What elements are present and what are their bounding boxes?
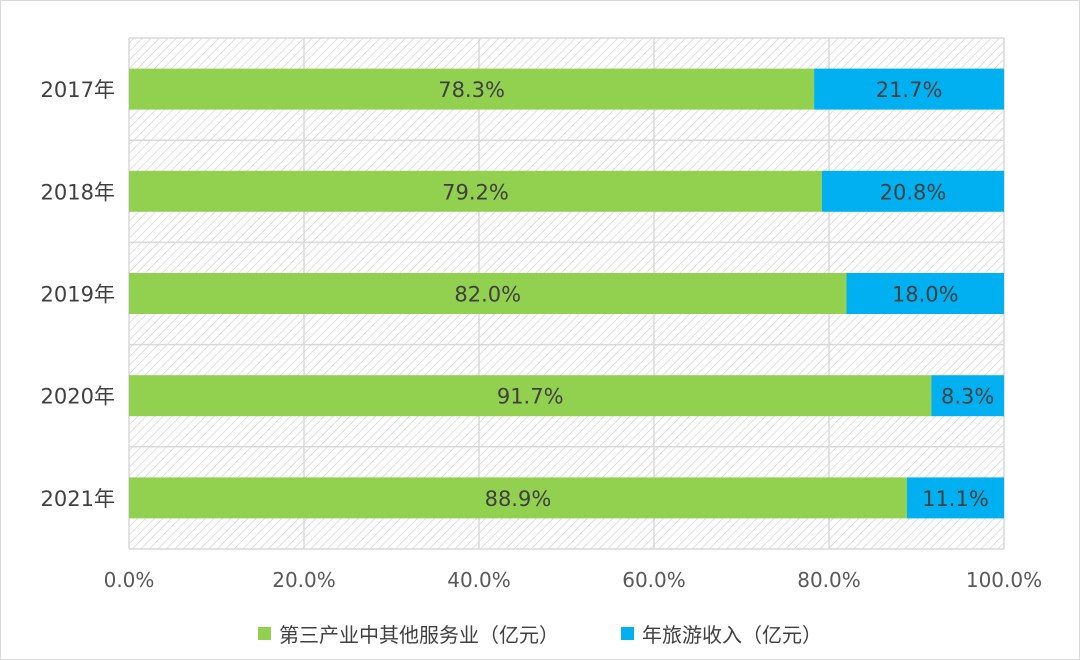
- data-label: 88.9%: [485, 487, 552, 511]
- data-label: 11.1%: [922, 487, 989, 511]
- legend-label: 年旅游收入（亿元）: [642, 623, 822, 647]
- x-tick-label: 60.0%: [622, 568, 686, 592]
- x-tick-label: 40.0%: [447, 568, 511, 592]
- bar-segment: [846, 273, 1004, 314]
- data-label: 21.7%: [876, 78, 943, 102]
- data-label: 91.7%: [497, 385, 564, 409]
- bar-segment: [822, 170, 1004, 212]
- bar-segment: [129, 68, 815, 110]
- bar-segment: [129, 170, 822, 212]
- y-category-label: 2020年: [41, 385, 115, 409]
- legend-swatch-green: [258, 627, 271, 640]
- data-label: 20.8%: [880, 180, 947, 204]
- data-label: 78.3%: [438, 78, 505, 102]
- y-category-label: 2017年: [41, 78, 115, 102]
- legend: 第三产业中其他服务业（亿元） 年旅游收入（亿元）: [1, 619, 1079, 648]
- bar-segment: [814, 68, 1004, 110]
- data-label: 18.0%: [892, 283, 959, 307]
- x-tick-label: 100.0%: [966, 568, 1042, 592]
- bar-segment: [129, 273, 847, 314]
- legend-item-other-services: 第三产业中其他服务业（亿元）: [258, 619, 559, 648]
- data-label: 79.2%: [442, 180, 509, 204]
- legend-item-tourism: 年旅游收入（亿元）: [621, 619, 822, 648]
- y-category-label: 2021年: [41, 487, 115, 511]
- bar-segment: [906, 477, 1004, 519]
- x-tick-label: 20.0%: [272, 568, 336, 592]
- y-category-label: 2018年: [41, 180, 115, 204]
- bar-segment: [931, 375, 1004, 417]
- y-category-label: 2019年: [41, 283, 115, 307]
- bar-segment: [129, 375, 932, 417]
- x-tick-label: 80.0%: [797, 568, 861, 592]
- data-label: 8.3%: [941, 385, 994, 409]
- x-tick-label: 0.0%: [104, 568, 155, 592]
- legend-swatch-blue: [621, 627, 634, 640]
- data-label: 82.0%: [454, 283, 521, 307]
- bar-segment: [129, 477, 907, 519]
- legend-label: 第三产业中其他服务业（亿元）: [279, 623, 559, 647]
